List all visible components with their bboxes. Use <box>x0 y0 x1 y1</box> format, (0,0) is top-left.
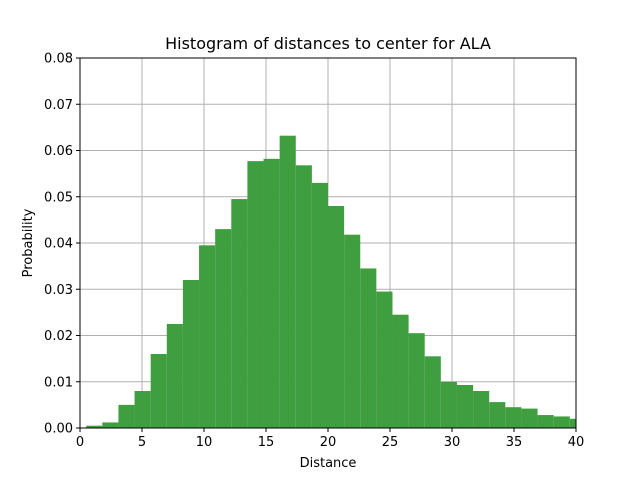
x-tick-label: 40 <box>568 435 585 450</box>
histogram-bar <box>311 182 328 428</box>
histogram-bar <box>392 314 409 428</box>
histogram-bar <box>263 158 280 428</box>
y-tick-label: 0.03 <box>44 283 73 298</box>
y-tick-label: 0.07 <box>44 98 73 113</box>
histogram-bar <box>182 280 200 428</box>
axis-ticks: 0 5 10 15 20 25 30 35 40 0.00 0.01 0.02 0.03 0.04 0.05… <box>44 52 584 451</box>
histogram-bar <box>215 229 232 428</box>
histogram-bar <box>456 384 474 428</box>
histogram-bar <box>247 161 264 428</box>
x-tick-label: 0 <box>76 435 84 450</box>
histogram-bar <box>150 354 167 428</box>
histogram-bar <box>102 422 119 428</box>
chart-title: Histogram of distances to center for ALA <box>165 34 491 53</box>
x-axis-label: Distance <box>300 456 357 471</box>
histogram-bar <box>537 415 554 428</box>
y-tick-label: 0.00 <box>44 422 73 437</box>
x-tick-label: 35 <box>506 435 523 450</box>
histogram-bar <box>553 416 570 428</box>
y-axis-label: Probability <box>21 208 36 277</box>
y-tick-label: 0.04 <box>44 237 73 252</box>
histogram-bar <box>473 391 490 428</box>
histogram-bar <box>344 234 361 428</box>
histogram-bars <box>86 135 576 429</box>
histogram-bar <box>231 199 248 428</box>
histogram-bar <box>424 356 441 428</box>
y-tick-label: 0.06 <box>44 144 73 159</box>
histogram-bar <box>328 206 345 428</box>
histogram-bar <box>440 381 457 428</box>
y-tick-label: 0.08 <box>44 52 73 67</box>
y-tick-label: 0.05 <box>44 190 73 205</box>
histogram-bar <box>86 425 103 428</box>
x-tick-label: 20 <box>320 435 337 450</box>
histogram-bar <box>489 402 506 428</box>
histogram-bar <box>376 291 393 428</box>
y-tick-label: 0.01 <box>44 375 73 390</box>
histogram-bar <box>295 165 312 429</box>
histogram-bar <box>360 268 377 428</box>
histogram-bar <box>505 407 522 428</box>
histogram-bar <box>118 404 135 428</box>
histogram-bar <box>521 408 538 428</box>
x-tick-label: 15 <box>258 435 275 450</box>
x-tick-label: 5 <box>138 435 146 450</box>
histogram-bar <box>408 333 425 428</box>
histogram-bar <box>279 135 296 428</box>
histogram-bar <box>134 391 151 428</box>
histogram-bar <box>199 245 216 428</box>
x-tick-label: 30 <box>444 435 461 450</box>
histogram-bar <box>569 418 576 428</box>
y-tick-label: 0.02 <box>44 329 73 344</box>
x-tick-label: 25 <box>382 435 399 450</box>
histogram-bar <box>166 323 183 428</box>
x-tick-label: 10 <box>196 435 213 450</box>
